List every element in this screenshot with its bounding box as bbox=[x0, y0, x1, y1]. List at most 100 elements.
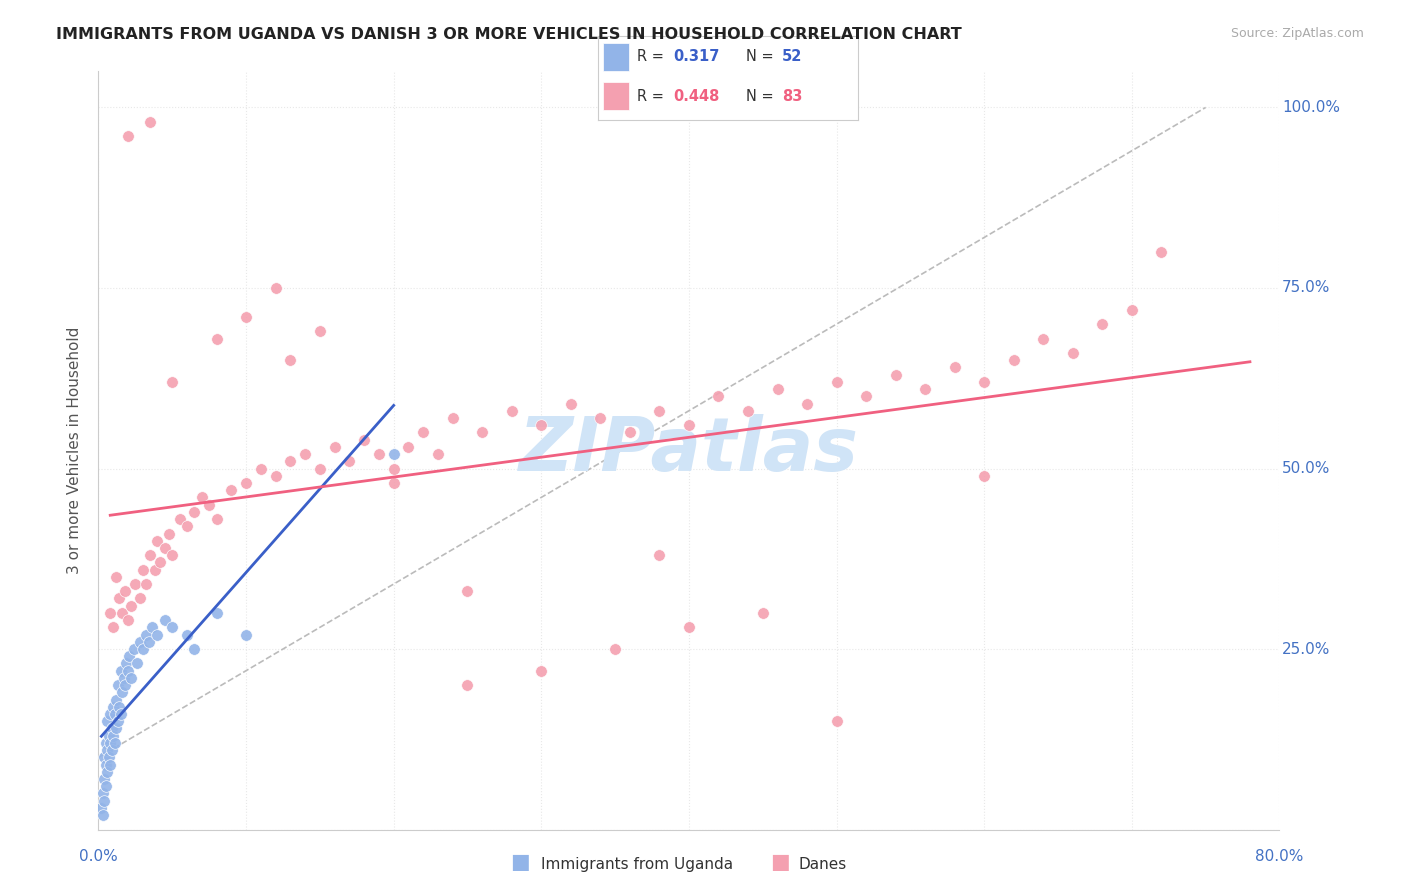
Point bbox=[205, 606, 228, 620]
Point bbox=[1062, 346, 1084, 360]
Point bbox=[105, 722, 128, 736]
Text: 80.0%: 80.0% bbox=[1256, 848, 1303, 863]
Point bbox=[183, 505, 205, 519]
Point bbox=[153, 541, 176, 555]
Point bbox=[1002, 353, 1025, 368]
Point bbox=[707, 389, 730, 403]
Text: N =: N = bbox=[745, 89, 778, 104]
Point bbox=[120, 599, 142, 613]
Point bbox=[825, 375, 848, 389]
Point bbox=[973, 468, 995, 483]
Point bbox=[94, 736, 117, 750]
Point bbox=[825, 714, 848, 729]
Text: Danes: Danes bbox=[799, 857, 846, 872]
Point bbox=[235, 627, 257, 641]
Point bbox=[323, 440, 346, 454]
Point bbox=[146, 627, 169, 641]
Point bbox=[97, 729, 120, 743]
Text: 50.0%: 50.0% bbox=[1282, 461, 1330, 476]
Text: 0.0%: 0.0% bbox=[79, 848, 118, 863]
Point bbox=[162, 548, 183, 562]
Point bbox=[162, 620, 183, 634]
Point bbox=[1091, 317, 1114, 331]
Point bbox=[176, 627, 198, 641]
Point bbox=[530, 664, 553, 678]
Point bbox=[96, 764, 118, 779]
Point bbox=[128, 591, 150, 606]
Point bbox=[114, 678, 136, 692]
Point bbox=[98, 706, 121, 721]
Text: 100.0%: 100.0% bbox=[1282, 100, 1340, 115]
Point bbox=[96, 714, 118, 729]
Point bbox=[353, 433, 375, 447]
Point bbox=[198, 498, 221, 512]
Text: 0.317: 0.317 bbox=[673, 49, 720, 64]
Text: 52: 52 bbox=[782, 49, 803, 64]
Point bbox=[382, 447, 405, 461]
Point bbox=[441, 411, 464, 425]
Point bbox=[96, 743, 118, 757]
Point bbox=[309, 324, 332, 338]
Point bbox=[132, 563, 155, 577]
Text: N =: N = bbox=[745, 49, 778, 64]
Point bbox=[98, 757, 121, 772]
Point bbox=[108, 591, 131, 606]
Point bbox=[339, 454, 361, 468]
Point bbox=[648, 403, 671, 417]
Point bbox=[605, 642, 627, 657]
Point bbox=[111, 685, 134, 699]
Point bbox=[412, 425, 434, 440]
Text: Immigrants from Uganda: Immigrants from Uganda bbox=[541, 857, 734, 872]
Text: ZIPatlas: ZIPatlas bbox=[519, 414, 859, 487]
Point bbox=[280, 454, 302, 468]
Point bbox=[176, 519, 198, 533]
Text: Source: ZipAtlas.com: Source: ZipAtlas.com bbox=[1230, 27, 1364, 40]
Text: ■: ■ bbox=[770, 853, 790, 872]
Point bbox=[205, 512, 228, 526]
Y-axis label: 3 or more Vehicles in Household: 3 or more Vehicles in Household bbox=[67, 326, 83, 574]
Point bbox=[382, 461, 405, 475]
Bar bbox=[603, 82, 628, 111]
Point bbox=[103, 620, 125, 634]
Point bbox=[105, 570, 128, 584]
Point bbox=[139, 548, 162, 562]
Text: 83: 83 bbox=[782, 89, 803, 104]
Point bbox=[280, 353, 302, 368]
Point bbox=[117, 664, 139, 678]
Point bbox=[110, 706, 132, 721]
Point bbox=[560, 396, 582, 410]
Point bbox=[110, 664, 132, 678]
Point bbox=[678, 620, 700, 634]
Point bbox=[235, 310, 257, 324]
Point bbox=[619, 425, 641, 440]
Point bbox=[122, 642, 145, 657]
Point bbox=[796, 396, 818, 410]
Point bbox=[114, 584, 136, 599]
Point bbox=[191, 491, 214, 505]
Point bbox=[91, 808, 114, 822]
Point bbox=[530, 418, 553, 433]
Point bbox=[943, 360, 966, 375]
Point bbox=[766, 382, 789, 396]
Point bbox=[855, 389, 877, 403]
Point bbox=[205, 332, 228, 346]
Point bbox=[104, 706, 127, 721]
Point bbox=[169, 512, 191, 526]
Point bbox=[1032, 332, 1054, 346]
Point bbox=[382, 475, 405, 490]
Point bbox=[100, 743, 122, 757]
Point bbox=[90, 801, 112, 815]
Point bbox=[427, 447, 450, 461]
Point bbox=[118, 649, 141, 664]
Point bbox=[104, 736, 127, 750]
Point bbox=[93, 750, 115, 764]
Point bbox=[124, 577, 146, 591]
Point bbox=[1121, 302, 1143, 317]
Point bbox=[162, 375, 183, 389]
Point bbox=[98, 606, 121, 620]
Point bbox=[107, 678, 129, 692]
Point bbox=[94, 779, 117, 793]
Point bbox=[457, 678, 479, 692]
Point bbox=[264, 281, 287, 295]
Point bbox=[143, 563, 166, 577]
